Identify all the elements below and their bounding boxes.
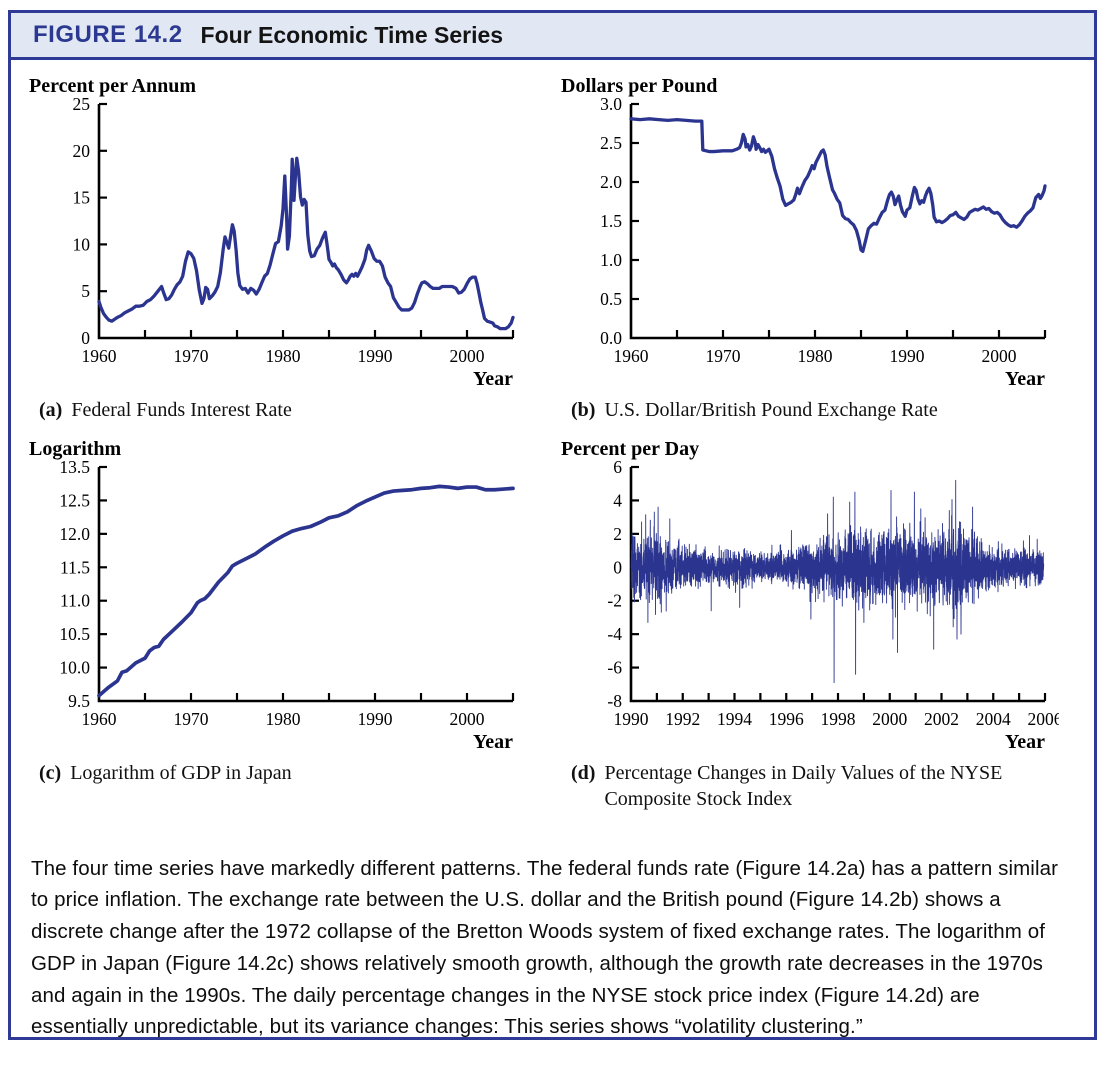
y-tick-label: 25 xyxy=(73,94,91,114)
x-tick-label: 1960 xyxy=(82,346,117,366)
x-tick-label: 1960 xyxy=(82,709,117,729)
x-tick-label: 1990 xyxy=(358,709,393,729)
chart-c-plot: Logarithm 9.5 10.0 10.5 11.0 11.5 12.0 12.5 13.5… xyxy=(27,437,527,760)
figure-title: Four Economic Time Series xyxy=(200,21,504,48)
chart-d-caption: (d) Percentage Changes in Daily Values o… xyxy=(571,760,1059,812)
chart-b-section: Dollars per Pound 0.0 0.5 1.0 1.5 2.0 2.5 3.0 19… xyxy=(559,74,1091,423)
chart-c-section: Logarithm 9.5 10.0 10.5 11.0 11.5 12.0 12.5 13.5… xyxy=(27,437,559,812)
axis-line xyxy=(629,104,1045,340)
y-tick-label: 10 xyxy=(73,234,91,254)
chart-d-section: Percent per Day -8 -6 -4 -2 0 2 4 6 1990 1992 1994 1… xyxy=(559,437,1091,812)
chart-d-caption-text: Percentage Changes in Daily Values of th… xyxy=(604,762,1003,810)
x-tick-label: 1980 xyxy=(266,346,301,366)
y-axis-title: Dollars per Pound xyxy=(561,75,717,97)
chart-d-plot: Percent per Day -8 -6 -4 -2 0 2 4 6 1990 1992 1994 1… xyxy=(559,437,1063,760)
figure-box: FIGURE 14.2 Four Economic Time Series Pe… xyxy=(8,10,1097,1040)
chart-a-caption: (a) Federal Funds Interest Rate xyxy=(39,397,527,423)
axis-line xyxy=(629,467,1045,703)
chart-b-caption: (b) U.S. Dollar/British Pound Exchange R… xyxy=(571,397,1059,423)
y-tick-label: -6 xyxy=(607,658,622,678)
chart-d-svg: Percent per Day -8 -6 -4 -2 0 2 4 6 1990 1992 1994 1… xyxy=(561,438,1063,753)
x-tick-label: 1998 xyxy=(821,709,856,729)
chart-b-caption-text: U.S. Dollar/British Pound Exchange Rate xyxy=(604,399,938,421)
y-tick-label: 12.0 xyxy=(59,524,90,544)
x-tick-label: 1970 xyxy=(174,346,209,366)
x-tick-label: 2000 xyxy=(872,709,907,729)
y-tick-label: 9.5 xyxy=(68,691,90,711)
x-tick-label: 1970 xyxy=(174,709,209,729)
series-line-a xyxy=(97,156,515,331)
y-tick-label: -8 xyxy=(607,691,622,711)
x-tick-label: 2000 xyxy=(450,346,485,366)
series-line-b xyxy=(629,117,1047,254)
y-tick-label: 2 xyxy=(613,524,622,544)
chart-c-caption: (c) Logarithm of GDP in Japan xyxy=(39,760,527,786)
chart-a-plot: Percent per Annum 0 5 10 15 20 25 1960 1970 1980 1… xyxy=(27,74,527,397)
x-tick-label: 1990 xyxy=(614,709,649,729)
y-axis-title: Logarithm xyxy=(29,438,122,460)
charts-grid: Percent per Annum 0 5 10 15 20 25 1960 1970 1980 1… xyxy=(11,60,1094,812)
figure-description: The four time series have markedly diffe… xyxy=(31,856,1059,1039)
x-tick-label: 1980 xyxy=(266,709,301,729)
x-tick-label: 2000 xyxy=(982,346,1017,366)
y-tick-label: 2.0 xyxy=(600,172,622,192)
y-tick-label: 20 xyxy=(73,141,91,161)
y-tick-label: 13.5 xyxy=(59,457,90,477)
series-line-d xyxy=(630,479,1045,684)
series-line-c xyxy=(97,484,515,698)
y-tick-label: 11.5 xyxy=(60,557,90,577)
y-tick-label: 10.5 xyxy=(59,624,90,644)
x-axis-label: Year xyxy=(473,368,513,390)
y-tick-label: 15 xyxy=(73,188,91,208)
figure-header: FIGURE 14.2 Four Economic Time Series xyxy=(11,13,1094,60)
y-tick-label: -4 xyxy=(607,624,622,644)
y-tick-label: 12.5 xyxy=(59,490,90,510)
x-tick-label: 1980 xyxy=(798,346,833,366)
x-tick-label: 1990 xyxy=(358,346,393,366)
y-axis-title: Percent per Day xyxy=(561,438,699,460)
chart-a-section: Percent per Annum 0 5 10 15 20 25 1960 1970 1980 1… xyxy=(27,74,559,423)
y-tick-label: 0 xyxy=(81,328,90,348)
chart-a-svg: Percent per Annum 0 5 10 15 20 25 1960 1970 1980 1… xyxy=(29,75,515,390)
chart-c-svg: Logarithm 9.5 10.0 10.5 11.0 11.5 12.0 12.5 13.5… xyxy=(29,438,515,753)
y-tick-label: 2.5 xyxy=(600,133,622,153)
y-tick-label: 5 xyxy=(81,281,90,301)
y-tick-label: -2 xyxy=(607,591,622,611)
x-tick-label: 2002 xyxy=(924,709,959,729)
x-tick-label: 2004 xyxy=(976,709,1011,729)
y-tick-label: 4 xyxy=(613,490,622,510)
chart-a-caption-label: (a) xyxy=(39,399,63,421)
x-axis-label: Year xyxy=(1005,368,1045,390)
figure-number-label: FIGURE 14.2 xyxy=(33,21,183,48)
x-tick-label: 1994 xyxy=(717,709,752,729)
x-tick-label: 2000 xyxy=(450,709,485,729)
chart-c-caption-text: Logarithm of GDP in Japan xyxy=(70,762,292,784)
y-tick-label: 1.5 xyxy=(600,211,622,231)
x-tick-label: 1990 xyxy=(890,346,925,366)
x-tick-label: 1960 xyxy=(614,346,649,366)
chart-d-caption-label: (d) xyxy=(571,762,596,784)
x-axis-label: Year xyxy=(1005,731,1045,753)
x-axis-label: Year xyxy=(473,731,513,753)
x-tick-label: 2006 xyxy=(1028,709,1060,729)
y-tick-label: 0.0 xyxy=(600,328,622,348)
y-tick-label: 10.0 xyxy=(59,658,90,678)
chart-b-plot: Dollars per Pound 0.0 0.5 1.0 1.5 2.0 2.5 3.0 19… xyxy=(559,74,1059,397)
x-tick-label: 1996 xyxy=(769,709,804,729)
axis-line xyxy=(97,467,513,703)
y-tick-label: 6 xyxy=(613,457,622,477)
x-tick-label: 1970 xyxy=(706,346,741,366)
chart-b-caption-label: (b) xyxy=(571,399,596,421)
y-tick-label: 0.5 xyxy=(600,289,622,309)
chart-c-caption-label: (c) xyxy=(39,762,62,784)
chart-a-caption-text: Federal Funds Interest Rate xyxy=(71,399,292,421)
y-tick-label: 3.0 xyxy=(600,94,622,114)
y-tick-label: 1.0 xyxy=(600,250,622,270)
y-tick-label: 0 xyxy=(613,557,622,577)
y-tick-label: 11.0 xyxy=(60,591,90,611)
y-axis-title: Percent per Annum xyxy=(29,75,196,97)
x-tick-label: 1992 xyxy=(665,709,700,729)
chart-b-svg: Dollars per Pound 0.0 0.5 1.0 1.5 2.0 2.5 3.0 19… xyxy=(561,75,1047,390)
